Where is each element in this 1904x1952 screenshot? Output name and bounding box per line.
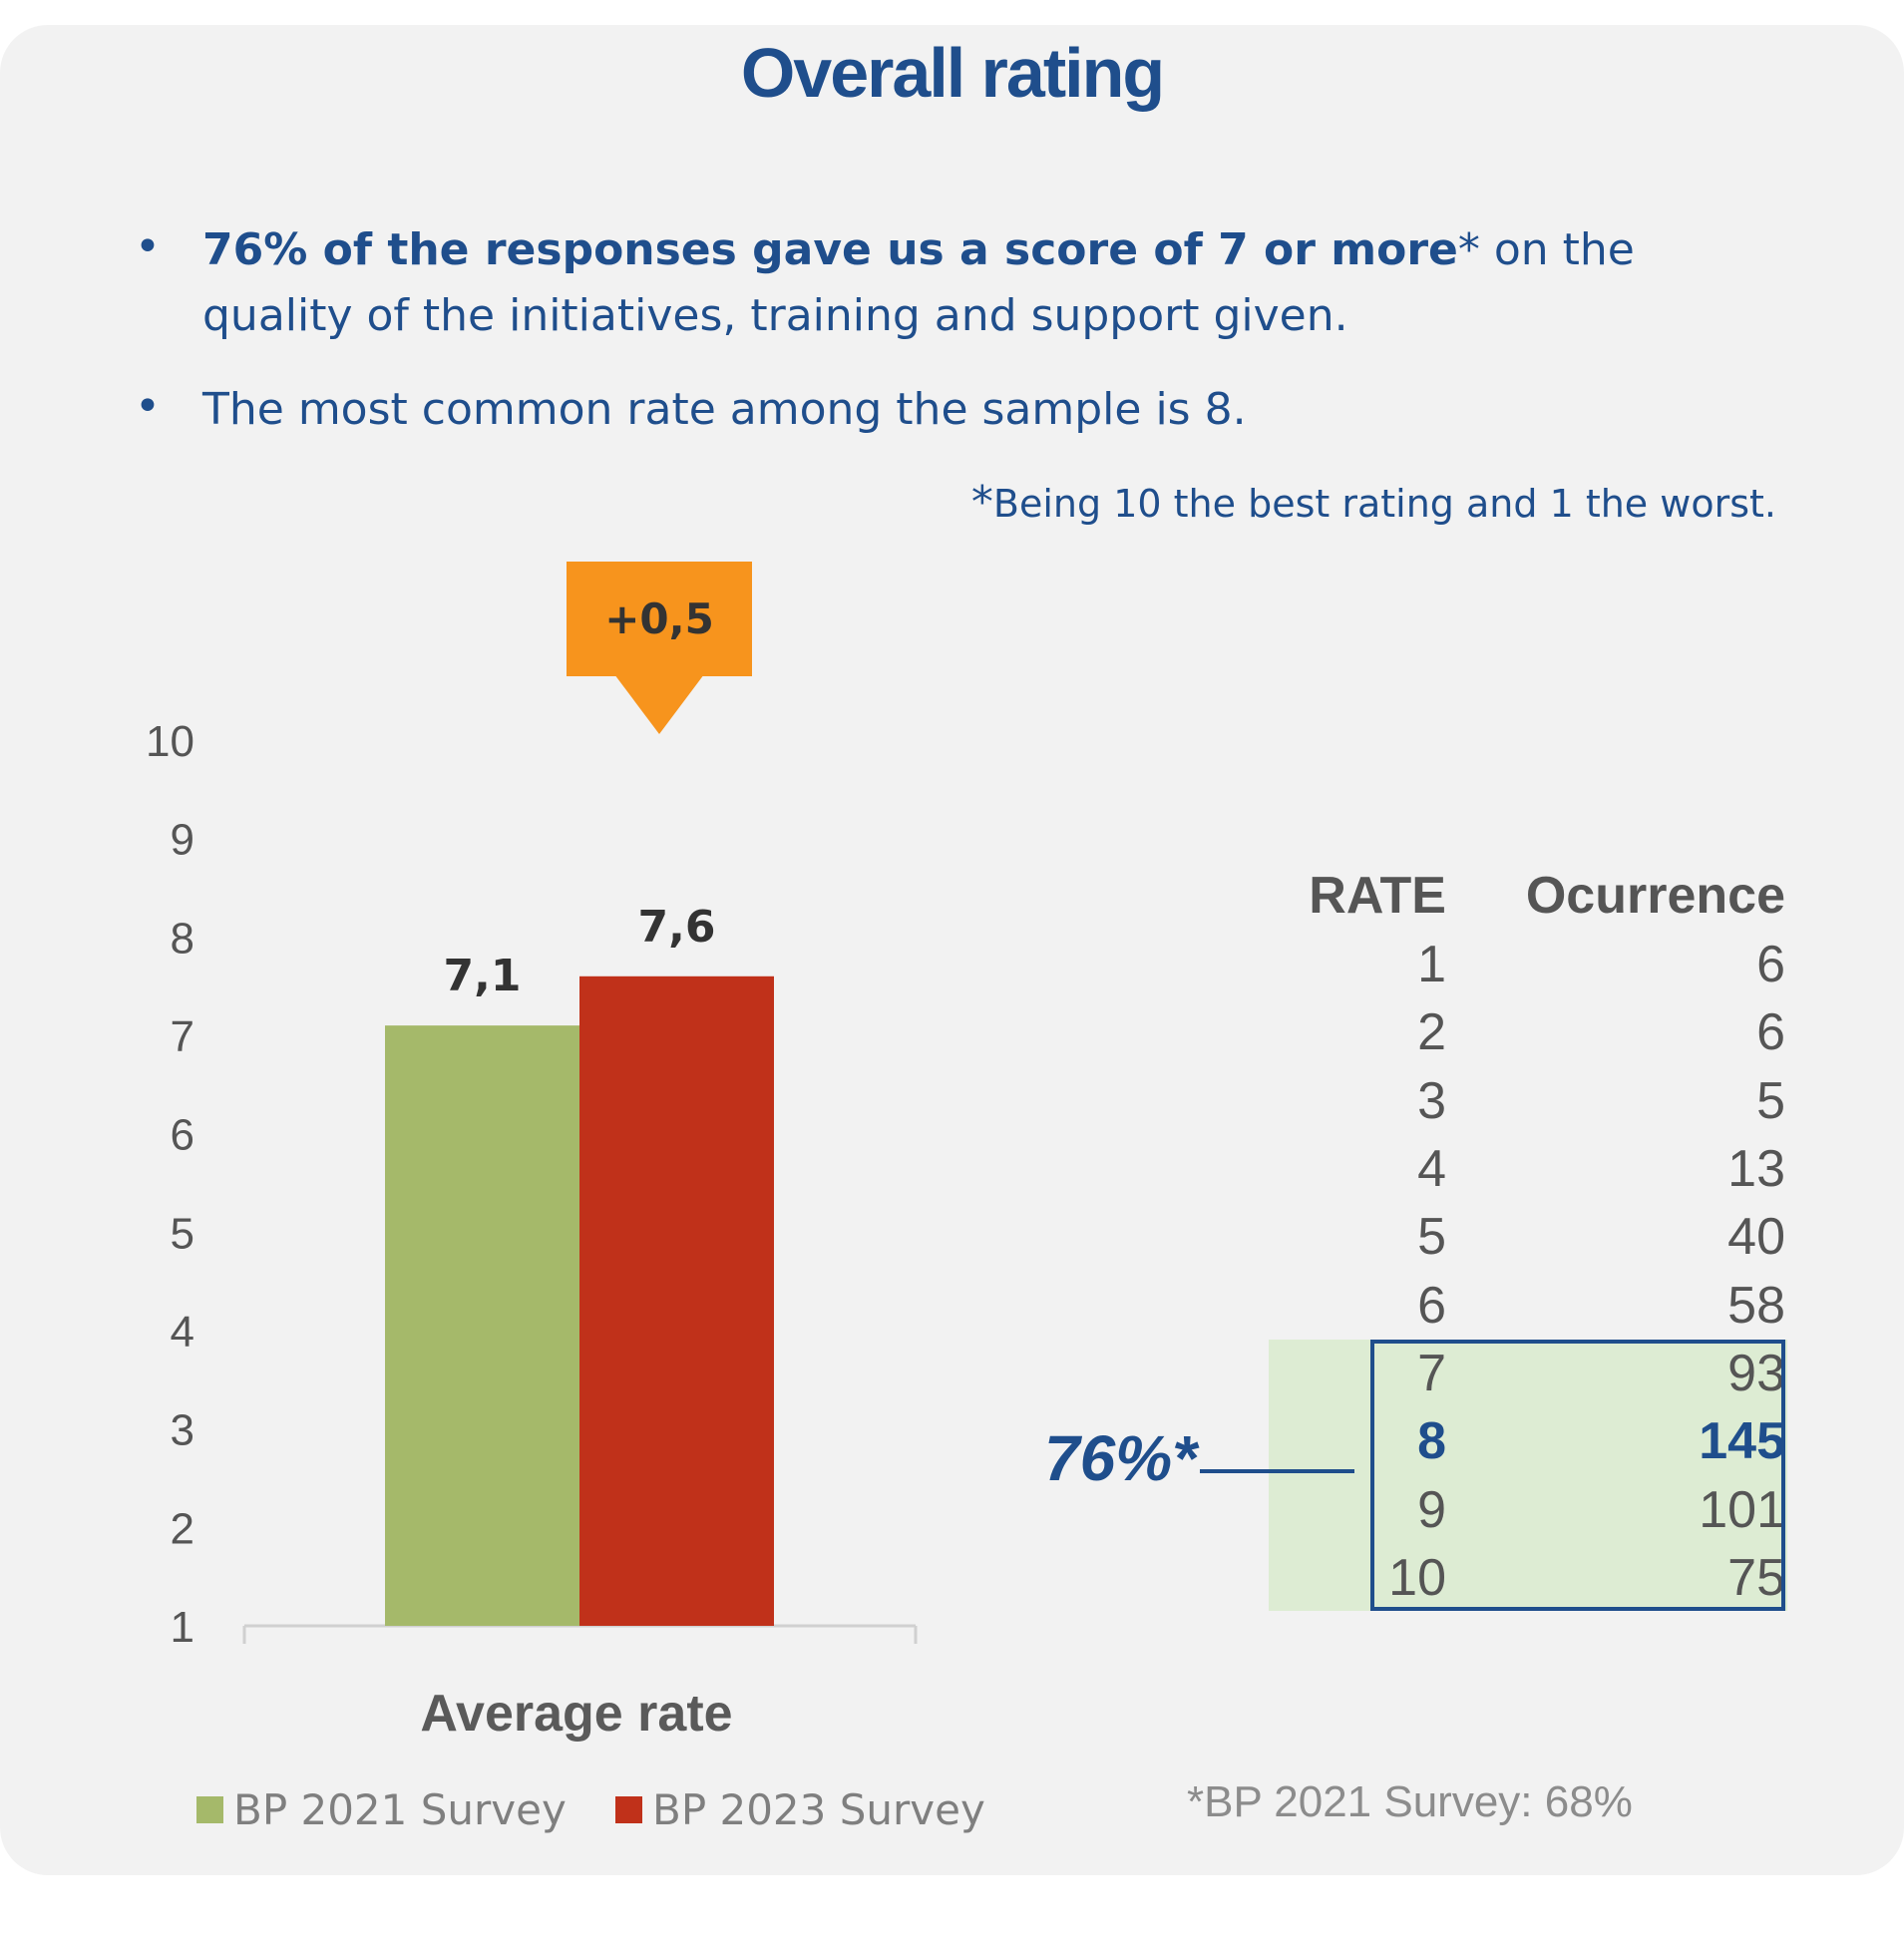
bar-2023: [579, 976, 774, 1626]
table-row: 10 75: [1267, 1544, 1785, 1612]
table-row: 9 101: [1267, 1475, 1785, 1543]
highlight-percentage: 76%*: [1044, 1422, 1197, 1494]
table-cell-occurrence: 145: [1699, 1412, 1785, 1471]
table-cell-rate: 8: [1417, 1412, 1446, 1471]
data-label-2021: 7,1: [444, 951, 522, 1001]
table-row: 8 145: [1267, 1407, 1785, 1475]
y-tick-label: 4: [171, 1308, 194, 1357]
table-cell-rate: 1: [1417, 936, 1446, 994]
y-tick-label: 8: [171, 914, 194, 963]
table-cell-occurrence: 101: [1699, 1480, 1785, 1539]
legend-label-2021: BP 2021 Survey: [233, 1785, 567, 1834]
table-row: 6 58: [1267, 1271, 1785, 1339]
table-row: 5 40: [1267, 1203, 1785, 1271]
y-tick-label: 5: [171, 1209, 194, 1258]
note-text: Being 10 the best rating and 1 the worst…: [992, 482, 1776, 526]
page-title: Overall rating: [740, 34, 1165, 112]
y-tick-label: 2: [171, 1504, 194, 1553]
table-cell-rate: 5: [1417, 1208, 1446, 1267]
legend-swatch-2021: [196, 1796, 223, 1823]
bullet-1-bold: 76% of the responses gave us a score of …: [202, 224, 1458, 275]
table-cell-occurrence: 6: [1756, 1003, 1785, 1062]
bullet-2-text: The most common rate among the sample is…: [202, 384, 1247, 435]
table-header-occurrence: Ocurrence: [1525, 867, 1785, 925]
footnote: *BP 2021 Survey: 68%: [1187, 1777, 1633, 1826]
y-tick-label: 6: [171, 1111, 194, 1160]
y-tick-label: 1: [171, 1603, 194, 1652]
table-cell-rate: 2: [1417, 1003, 1446, 1062]
bar-2021: [385, 1025, 579, 1626]
legend-item-2023: BP 2023 Survey: [615, 1785, 985, 1834]
y-tick-label: 10: [146, 717, 194, 766]
rate-table: RATE Ocurrence 1 6 2 6 3 5 4 13 5 40 6 58 7 93 8 145 9 10…: [1267, 861, 1785, 1612]
delta-arrow-icon: [614, 674, 704, 734]
table-row: 7 93: [1267, 1340, 1785, 1407]
table-row: 4 13: [1267, 1135, 1785, 1203]
bullet-1: 76% of the responses gave us a score of …: [202, 217, 1773, 349]
y-axis-ticks: 1 2 3 4 5 6 7 8 9 10: [146, 717, 194, 1652]
table-cell-rate: 6: [1417, 1276, 1446, 1335]
category-label: Average rate: [420, 1685, 732, 1743]
bullet-2: The most common rate among the sample is…: [202, 377, 1773, 443]
table-cell-occurrence: 5: [1756, 1071, 1785, 1130]
table-cell-rate: 9: [1417, 1480, 1446, 1539]
table-header-rate: RATE: [1309, 867, 1446, 925]
table-cell-rate: 7: [1417, 1344, 1446, 1402]
y-tick-label: 9: [171, 816, 194, 865]
table-cell-occurrence: 6: [1756, 936, 1785, 994]
note-star: *: [970, 477, 993, 528]
table-cell-occurrence: 40: [1727, 1208, 1785, 1267]
data-label-2023: 7,6: [638, 902, 716, 953]
bars: 7,1 7,6: [385, 902, 774, 1626]
table-cell-occurrence: 75: [1727, 1548, 1785, 1607]
table-cell-occurrence: 58: [1727, 1276, 1785, 1335]
highlight-connector: [1200, 1469, 1354, 1473]
bullet-dot: •: [135, 381, 161, 432]
legend-label-2023: BP 2023 Survey: [652, 1785, 985, 1834]
legend-swatch-2023: [615, 1796, 642, 1823]
table-cell-rate: 4: [1417, 1140, 1446, 1199]
y-tick-label: 3: [171, 1406, 194, 1455]
scale-note: *Being 10 the best rating and 1 the wors…: [971, 477, 1776, 528]
legend-item-2021: BP 2021 Survey: [196, 1785, 567, 1834]
bullet-dot: •: [135, 221, 161, 272]
table-cell-rate: 3: [1417, 1071, 1446, 1130]
highlight-background: [1269, 1340, 1787, 1611]
y-tick-label: 7: [171, 1012, 194, 1061]
bullet-1-rest: * on the quality of the initiatives, tra…: [202, 224, 1635, 341]
delta-callout: +0,5: [567, 562, 752, 676]
table-cell-occurrence: 93: [1727, 1344, 1785, 1402]
table-cell-occurrence: 13: [1727, 1140, 1785, 1199]
highlight-box: [1370, 1340, 1785, 1611]
table-cell-rate: 10: [1388, 1548, 1446, 1607]
